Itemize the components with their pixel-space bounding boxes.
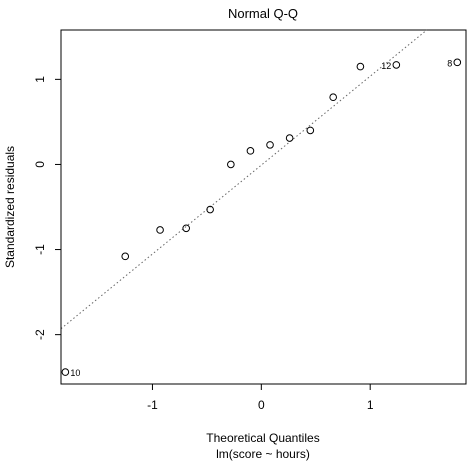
chart-subtitle: lm(score ~ hours) (216, 447, 310, 461)
data-point (156, 226, 164, 234)
data-point (356, 62, 365, 71)
y-axis-label: Standardized residuals (3, 146, 17, 268)
data-point (206, 205, 214, 214)
y-tick-label: -1 (33, 244, 47, 255)
x-tick-label: -1 (147, 398, 158, 412)
point-label: 12 (381, 61, 391, 71)
data-point (182, 224, 191, 233)
y-tick-label: -2 (33, 329, 47, 340)
data-points: 10 12 8 (61, 58, 462, 378)
data-point (453, 58, 462, 67)
x-axis: -1 0 1 (147, 383, 374, 412)
x-tick-label: 1 (367, 398, 374, 412)
data-point (306, 126, 315, 135)
data-point (285, 134, 294, 142)
y-tick-label: 0 (33, 161, 47, 168)
y-axis: -2 -1 0 1 (33, 76, 62, 340)
plot-frame (60, 29, 467, 385)
data-point (61, 368, 70, 376)
y-tick-label: 1 (33, 76, 47, 83)
data-point (121, 252, 130, 261)
x-axis-label: Theoretical Quantiles (206, 431, 319, 445)
x-tick-label: 0 (258, 398, 265, 412)
data-point (246, 147, 255, 155)
point-label: 8 (447, 58, 452, 68)
data-point (266, 141, 274, 149)
data-point (227, 160, 235, 169)
data-point (392, 61, 401, 69)
data-point (329, 93, 337, 102)
chart-title: Normal Q-Q (228, 6, 298, 21)
point-label: 10 (70, 368, 80, 378)
reference-line (60, 29, 428, 330)
